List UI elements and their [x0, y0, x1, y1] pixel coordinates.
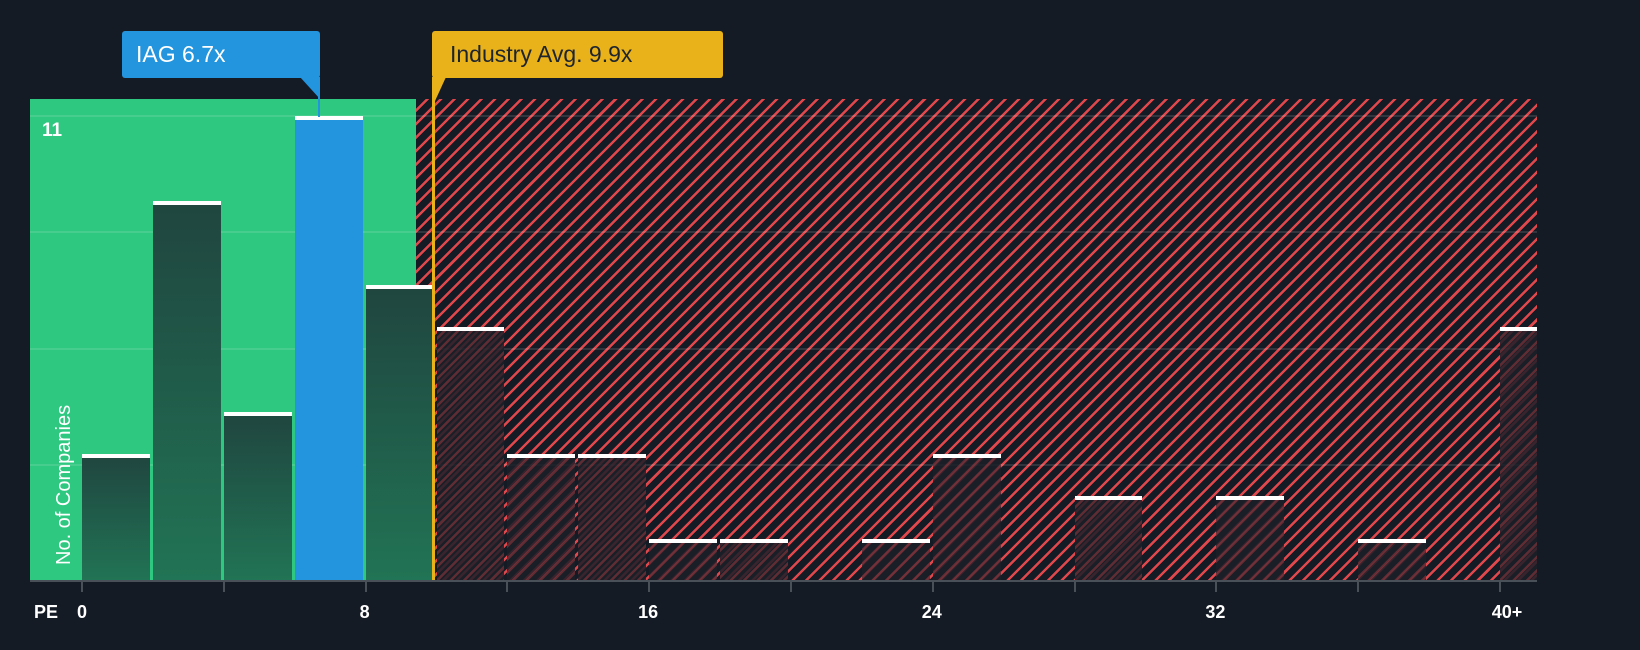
gridline: [30, 347, 1537, 350]
gridline: [30, 463, 1537, 466]
x-tick-label: 8: [359, 602, 370, 622]
bar-cap: [507, 454, 576, 459]
bar-cap: [649, 538, 718, 543]
histogram-bar: [649, 538, 718, 581]
bar-cap: [932, 454, 1001, 459]
company-callout-pointer: [300, 77, 320, 117]
histogram-bar: [82, 454, 150, 581]
x-tick: [222, 582, 225, 592]
gridline: [30, 115, 1537, 117]
x-axis-title: PE: [34, 602, 59, 622]
bar-cap: [436, 327, 505, 332]
y-axis-title: No. of Companies: [53, 404, 75, 565]
bar-cap: [294, 116, 363, 120]
histogram-bar: [436, 327, 505, 581]
bar-cap: [82, 454, 150, 459]
gridline: [30, 231, 1537, 234]
bar-cap: [365, 285, 434, 290]
x-tick: [81, 582, 83, 592]
industry-average-line: [432, 99, 435, 581]
histogram-bar: [932, 454, 1001, 581]
histogram-bar: [365, 285, 434, 581]
bar-cap: [1358, 538, 1427, 543]
histogram-bar: [1500, 327, 1537, 581]
x-tick: [1357, 582, 1360, 592]
x-tick: [1073, 582, 1076, 592]
x-tick-label: 32: [1205, 602, 1226, 622]
histogram-bar: [578, 454, 647, 581]
x-tick: [931, 582, 934, 592]
x-tick: [1499, 582, 1501, 592]
bar-cap: [1074, 496, 1143, 501]
histogram-bar: [223, 411, 292, 581]
x-tick: [648, 582, 651, 592]
bar-cap: [1500, 327, 1537, 332]
x-tick-label: 40+: [1491, 602, 1523, 622]
x-tick: [364, 582, 367, 592]
x-tick: [1215, 582, 1218, 592]
histogram-bar: [861, 538, 930, 581]
x-tick-label: 24: [921, 602, 942, 622]
bar-cap: [720, 538, 788, 543]
histogram-bar: [1358, 538, 1427, 581]
industry-average-callout: Industry Avg. 9.9x: [432, 31, 723, 78]
company-pe-callout: IAG 6.7x: [122, 31, 320, 78]
x-tick-label: 0: [76, 602, 88, 622]
bar-cap: [223, 411, 292, 416]
histogram-bar: [720, 538, 788, 581]
industry-callout-pointer: [432, 77, 446, 101]
histogram-bar: [152, 200, 221, 581]
x-tick-label: 16: [638, 602, 659, 622]
bar-cap: [578, 454, 647, 459]
x-tick: [790, 582, 792, 592]
bar-cap: [152, 200, 221, 205]
highlighted-bar: [294, 116, 363, 581]
histogram-bar: [1216, 496, 1285, 581]
above-average-zone: [416, 99, 1537, 581]
bar-cap: [861, 538, 930, 543]
histogram-bar: [1074, 496, 1143, 581]
bar-cap: [1216, 496, 1285, 501]
x-axis-line: [30, 580, 1537, 582]
histogram-bar: [507, 454, 576, 581]
y-axis-max-tick: 11: [42, 120, 63, 141]
plot-area: [30, 99, 1537, 581]
x-tick: [506, 582, 509, 592]
